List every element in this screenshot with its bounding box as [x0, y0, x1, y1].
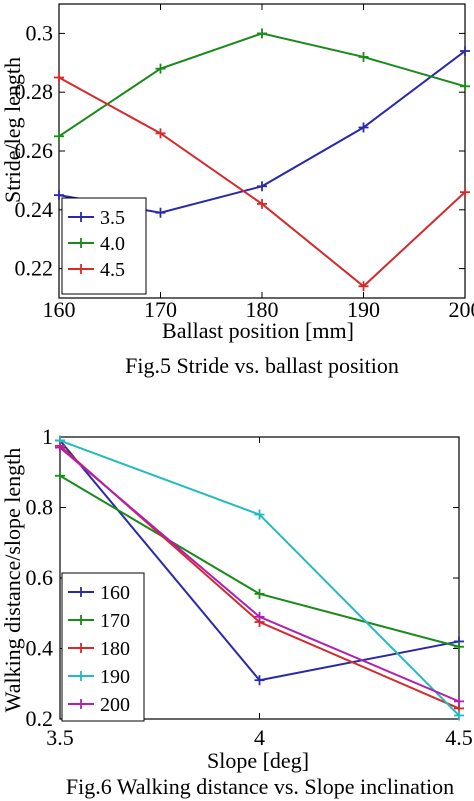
data-point	[257, 198, 267, 209]
x-tick-label: 160	[43, 297, 76, 322]
series-3.5	[54, 46, 470, 218]
legend: 3.5 4.0 4.5	[61, 197, 147, 295]
data-point	[254, 509, 265, 520]
data-point	[254, 588, 265, 599]
y-axis-label: Stride/leg length	[0, 57, 25, 203]
figure-caption: Fig.6 Walking distance vs. Slope inclina…	[66, 774, 454, 799]
data-point	[54, 72, 64, 83]
data-point	[460, 187, 470, 198]
legend-label: 4.0	[100, 233, 125, 255]
series-170	[55, 470, 464, 652]
y-tick-label: 1	[42, 424, 53, 449]
data-point	[55, 470, 65, 481]
y-tick-label: 0.22	[15, 256, 54, 281]
series-4.0	[54, 28, 470, 142]
data-point	[460, 46, 470, 57]
data-point	[454, 710, 464, 721]
data-point	[257, 181, 267, 192]
data-point	[257, 28, 267, 39]
data-point	[460, 81, 470, 92]
legend-label: 170	[100, 610, 130, 632]
data-point	[54, 131, 64, 142]
legend-label: 190	[100, 666, 130, 688]
chart-2: 3.5 4 4.5 0.2 0.4 0.6 0.8 1 Slope [deg] Walking d…	[0, 424, 473, 799]
data-point	[155, 63, 166, 74]
y-tick-label: 0.6	[26, 565, 54, 590]
x-tick-label: 200	[449, 297, 474, 322]
series-200	[55, 442, 464, 707]
data-point	[55, 442, 65, 453]
y-tick-label: 0.3	[26, 20, 54, 45]
data-point	[454, 696, 464, 707]
legend-label: 3.5	[100, 207, 125, 229]
x-tick-label: 190	[347, 297, 380, 322]
legend-label: 160	[100, 582, 130, 604]
y-tick-label: 0.28	[15, 79, 54, 104]
legend-label: 200	[100, 694, 130, 716]
data-point	[358, 281, 369, 292]
series-line	[58, 32, 466, 138]
y-tick-label: 0.24	[15, 197, 54, 222]
data-point	[155, 207, 166, 218]
y-tick-label: 0.4	[26, 636, 54, 661]
data-point	[254, 611, 265, 622]
figure-caption: Fig.5 Stride vs. ballast position	[125, 353, 399, 378]
x-tick-label: 4.5	[445, 725, 473, 750]
x-axis-label: Ballast position [mm]	[162, 318, 354, 343]
legend-label: 4.5	[100, 259, 125, 281]
data-point	[155, 128, 166, 139]
data-point	[254, 675, 265, 686]
series-4.5	[54, 72, 470, 292]
y-tick-label: 0.2	[26, 706, 54, 731]
legend-label: 180	[100, 638, 130, 660]
data-point	[358, 122, 369, 133]
x-axis-label: Slope [deg]	[207, 748, 309, 773]
data-point	[358, 51, 369, 62]
x-tick-label: 4	[254, 725, 265, 750]
x-tick-label: 3.5	[46, 725, 74, 750]
legend-box	[61, 197, 147, 295]
data-point	[54, 190, 64, 201]
data-point	[454, 641, 464, 652]
x-tick-label: 180	[246, 297, 279, 322]
y-tick-label: 0.26	[15, 138, 54, 163]
y-axis-label: Walking distance/slope length	[0, 448, 25, 713]
chart-1: 160 170 180 190 200 0.22 0.24 0.26 0.28 0.3 Ballas…	[0, 3, 474, 378]
x-tick-label: 170	[144, 297, 177, 322]
legend: 160 170 180 190 200	[61, 572, 145, 722]
y-tick-label: 0.8	[26, 495, 54, 520]
